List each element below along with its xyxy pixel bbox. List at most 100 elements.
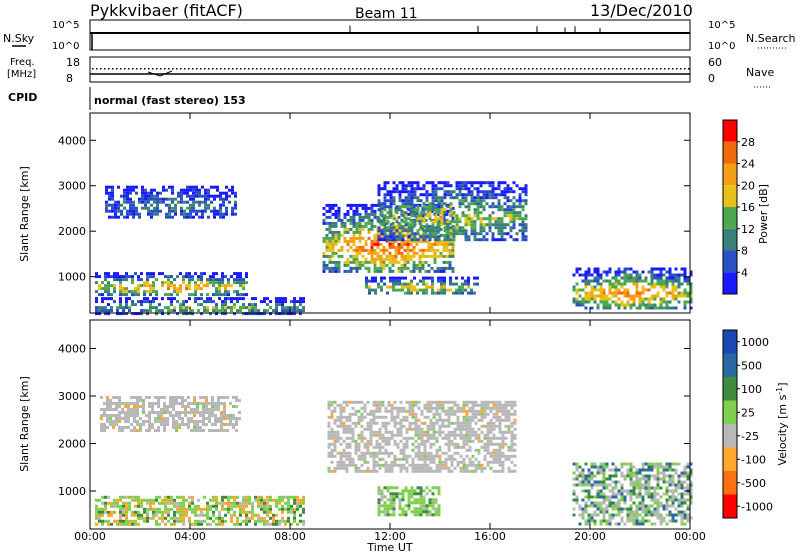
power-cell: [192, 206, 195, 210]
power-cell: [370, 248, 374, 252]
velocity-cell: [641, 462, 645, 466]
power-cell: [412, 269, 416, 273]
velocity-cell: [605, 465, 609, 469]
velocity-cell: [584, 510, 588, 514]
power-cell: [410, 214, 414, 218]
power-cell: [476, 276, 479, 280]
velocity-cell: [590, 519, 594, 523]
velocity-cell: [149, 498, 152, 502]
power-cell: [431, 199, 435, 203]
velocity-cell: [426, 415, 430, 419]
velocity-cell: [200, 507, 203, 511]
velocity-cell: [200, 510, 203, 514]
power-cell: [236, 281, 239, 285]
power-cell: [334, 203, 338, 207]
power-cell: [455, 291, 458, 295]
power-cell: [120, 203, 123, 207]
velocity-cell: [116, 501, 119, 505]
power-cell: [677, 285, 681, 289]
velocity-cell: [188, 504, 191, 508]
velocity-cell: [641, 507, 645, 511]
velocity-cell: [284, 519, 287, 523]
power-cell: [421, 260, 425, 264]
velocity-cell: [614, 480, 618, 484]
power-cell: [467, 202, 471, 206]
power-cell: [144, 200, 147, 204]
velocity-cell: [632, 513, 636, 517]
power-cell: [464, 288, 467, 292]
power-cell: [125, 272, 128, 276]
velocity-cell: [296, 495, 299, 499]
velocity-cell: [330, 436, 334, 440]
velocity-cell: [205, 411, 208, 414]
power-cell: [349, 239, 353, 243]
velocity-cell: [211, 408, 214, 411]
power-cell: [515, 214, 519, 218]
velocity-cell: [650, 495, 654, 499]
nave-dot: [396, 68, 398, 70]
velocity-cell: [104, 519, 107, 523]
power-cell: [153, 209, 156, 213]
velocity-cell: [157, 411, 160, 414]
velocity-cell: [134, 519, 137, 523]
velocity-cell: [281, 519, 284, 523]
velocity-cell: [599, 465, 603, 469]
power-cell: [479, 196, 483, 200]
power-cell: [458, 205, 462, 209]
power-cell: [180, 212, 183, 216]
velocity-cell: [420, 421, 424, 425]
velocity-cell: [434, 513, 438, 517]
velocity-cell: [149, 516, 152, 520]
velocity-cell: [399, 424, 403, 428]
power-cell: [473, 199, 477, 203]
velocity-cell: [444, 400, 448, 404]
power-cell: [173, 297, 176, 301]
power-cell: [322, 260, 326, 264]
velocity-cell: [351, 460, 355, 464]
velocity-cell: [184, 411, 187, 414]
power-cell: [281, 300, 284, 304]
power-cell: [434, 291, 437, 295]
velocity-cell: [110, 513, 113, 517]
velocity-cell: [629, 483, 633, 487]
velocity-cell: [429, 403, 433, 407]
power-cell: [623, 267, 627, 271]
velocity-cell: [224, 519, 227, 523]
power-cell: [368, 288, 371, 292]
velocity-cell: [404, 486, 408, 490]
power-cell: [122, 275, 125, 279]
power-cell: [132, 212, 135, 216]
velocity-cell: [596, 489, 600, 493]
power-cell: [629, 279, 633, 283]
velocity-cell: [605, 483, 609, 487]
power-cell: [431, 181, 435, 185]
power-cell: [325, 215, 329, 219]
power-cell: [491, 187, 495, 191]
power-cell: [479, 184, 483, 188]
velocity-cell: [584, 507, 588, 511]
power-cell: [485, 217, 489, 221]
velocity-cell: [417, 454, 421, 458]
power-cell: [173, 278, 176, 282]
velocity-cell: [293, 501, 296, 505]
velocity-cell: [399, 418, 403, 422]
power-cell: [401, 282, 404, 286]
power-cell: [114, 200, 117, 204]
power-cell: [325, 266, 329, 270]
power-cell: [337, 233, 341, 237]
velocity-cell: [459, 421, 463, 425]
velocity-cell: [489, 451, 493, 455]
velocity-cell: [611, 501, 615, 505]
power-cell: [135, 206, 138, 210]
power-cell: [132, 188, 135, 192]
power-cell: [383, 199, 387, 203]
nave-dot: [572, 68, 574, 70]
velocity-cell: [653, 465, 657, 469]
power-cell: [638, 306, 642, 310]
nave-dot: [680, 68, 682, 70]
velocity-cell: [372, 412, 376, 416]
power-cell: [668, 300, 672, 304]
velocity-cell: [626, 462, 630, 466]
power-cell: [395, 276, 398, 280]
power-cell: [689, 288, 693, 292]
